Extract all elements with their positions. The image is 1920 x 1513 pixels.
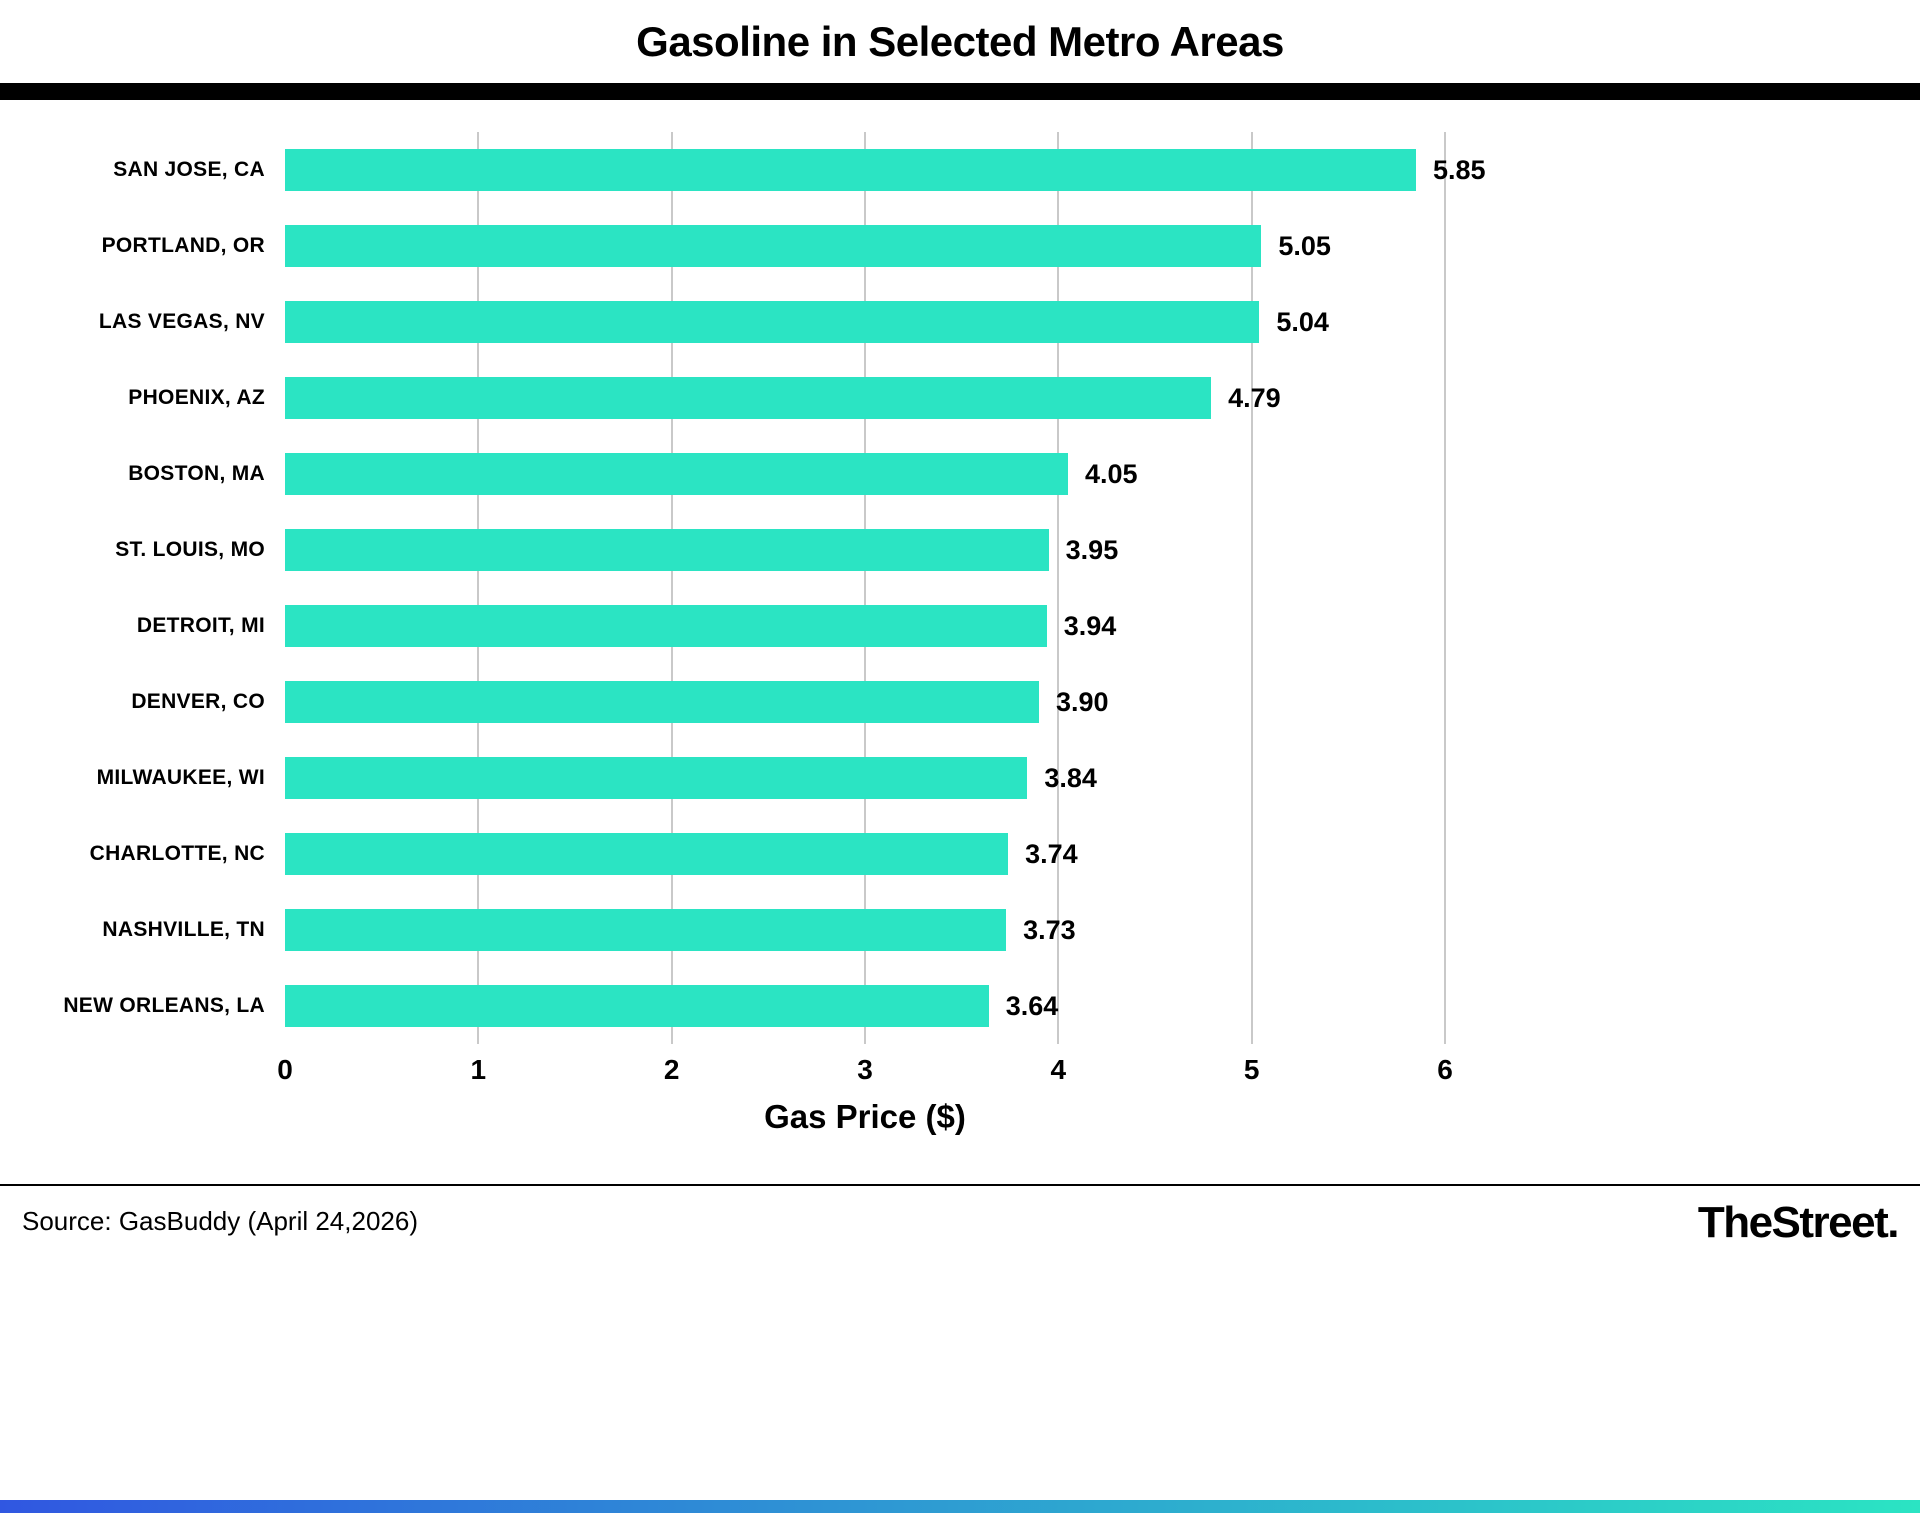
gridline-1 bbox=[477, 132, 480, 1044]
bar-rows: SAN JOSE, CA 5.85 PORTLAND, OR 5.05 LAS VEGA… bbox=[0, 132, 1920, 1044]
value-label: 5.05 bbox=[1278, 230, 1331, 261]
bar bbox=[285, 833, 1009, 875]
bottom-accent-strip bbox=[0, 1500, 1920, 1513]
category-label: CHARLOTTE, NC bbox=[89, 842, 265, 865]
bar bbox=[285, 377, 1212, 419]
bar-area: 3.95 bbox=[285, 512, 1445, 588]
value-label: 3.73 bbox=[1023, 914, 1076, 945]
bar bbox=[285, 605, 1047, 647]
x-tick-label: 6 bbox=[1437, 1054, 1453, 1085]
footer: Source: GasBuddy (April 24,2026) TheStre… bbox=[0, 1184, 1920, 1248]
bar-area: 5.85 bbox=[285, 132, 1486, 208]
bar-area: 3.73 bbox=[285, 892, 1445, 968]
category-label: ST. LOUIS, MO bbox=[115, 538, 265, 561]
bar-area: 3.84 bbox=[285, 740, 1445, 816]
bar-area: 3.94 bbox=[285, 588, 1445, 664]
bar-area: 3.90 bbox=[285, 664, 1445, 740]
header-divider-bar bbox=[0, 83, 1920, 100]
category-label: DENVER, CO bbox=[131, 690, 265, 713]
x-axis-ticks: 0 1 2 3 4 5 6 bbox=[277, 1054, 1453, 1088]
chart-row: ST. LOUIS, MO 3.95 bbox=[0, 512, 1920, 588]
gridline-4 bbox=[1057, 132, 1060, 1044]
category-label: BOSTON, MA bbox=[128, 462, 265, 485]
gridline-2 bbox=[670, 132, 673, 1044]
value-label: 4.05 bbox=[1085, 458, 1138, 489]
value-label: 5.04 bbox=[1276, 306, 1329, 337]
chart-title: Gasoline in Selected Metro Areas bbox=[636, 18, 1284, 65]
chart-row: PORTLAND, OR 5.05 bbox=[0, 208, 1920, 284]
bar bbox=[285, 453, 1068, 495]
category-label: DETROIT, MI bbox=[136, 614, 265, 637]
bar bbox=[285, 149, 1416, 191]
value-label: 3.74 bbox=[1025, 838, 1078, 869]
category-label: NASHVILLE, TN bbox=[102, 918, 265, 941]
chart-row: NASHVILLE, TN 3.73 bbox=[0, 892, 1920, 968]
chart-row: DENVER, CO 3.90 bbox=[0, 664, 1920, 740]
bar bbox=[285, 909, 1007, 951]
gridline-5 bbox=[1250, 132, 1253, 1044]
gridline-6 bbox=[1444, 132, 1446, 1044]
source-attribution: Source: GasBuddy (April 24,2026) bbox=[22, 1206, 418, 1236]
bar-area: 4.05 bbox=[285, 436, 1445, 512]
chart-row: NEW ORLEANS, LA 3.64 bbox=[0, 968, 1920, 1044]
gridlines bbox=[285, 132, 1446, 1044]
value-label: 4.79 bbox=[1228, 382, 1281, 413]
bar-area: 4.79 bbox=[285, 360, 1445, 436]
x-tick-label: 5 bbox=[1243, 1054, 1260, 1085]
value-label: 3.95 bbox=[1065, 534, 1119, 565]
chart-row: SAN JOSE, CA 5.85 bbox=[0, 132, 1920, 208]
chart-row: DETROIT, MI 3.94 bbox=[0, 588, 1920, 664]
bar-area: 5.05 bbox=[285, 208, 1445, 284]
x-tick-label: 2 bbox=[663, 1054, 680, 1085]
value-label: 5.85 bbox=[1433, 154, 1486, 185]
value-label: 3.64 bbox=[1005, 990, 1059, 1021]
chart-row: LAS VEGAS, NV 5.04 bbox=[0, 284, 1920, 360]
x-tick-label: 3 bbox=[857, 1054, 873, 1085]
brand-logo: TheStreet. bbox=[1697, 1198, 1900, 1247]
category-label: NEW ORLEANS, LA bbox=[63, 994, 265, 1017]
category-label: SAN JOSE, CA bbox=[113, 158, 265, 181]
value-label: 3.90 bbox=[1056, 686, 1109, 717]
gridline-3 bbox=[864, 132, 866, 1044]
chart-row: MILWAUKEE, WI 3.84 bbox=[0, 740, 1920, 816]
chart-row: CHARLOTTE, NC 3.74 bbox=[0, 816, 1920, 892]
x-tick-label: 1 bbox=[470, 1054, 487, 1085]
x-axis-label: Gas Price ($) bbox=[764, 1098, 966, 1135]
bar bbox=[285, 301, 1260, 343]
category-label: PHOENIX, AZ bbox=[128, 386, 265, 409]
chart-row: PHOENIX, AZ 4.79 bbox=[0, 360, 1920, 436]
category-label: PORTLAND, OR bbox=[101, 234, 265, 257]
x-tick-label: 0 bbox=[277, 1054, 293, 1085]
bar-area: 3.64 bbox=[285, 968, 1445, 1044]
bar bbox=[285, 225, 1262, 267]
value-label: 3.84 bbox=[1044, 762, 1097, 793]
bar bbox=[285, 529, 1049, 571]
bar bbox=[285, 681, 1039, 723]
chart-row: BOSTON, MA 4.05 bbox=[0, 436, 1920, 512]
bar-area: 3.74 bbox=[285, 816, 1445, 892]
bar bbox=[285, 985, 989, 1027]
bar bbox=[285, 757, 1028, 799]
category-label: MILWAUKEE, WI bbox=[96, 766, 265, 789]
category-label: LAS VEGAS, NV bbox=[98, 310, 265, 333]
bar-area: 5.04 bbox=[285, 284, 1445, 360]
x-tick-label: 4 bbox=[1050, 1054, 1067, 1085]
value-label: 3.94 bbox=[1063, 610, 1117, 641]
